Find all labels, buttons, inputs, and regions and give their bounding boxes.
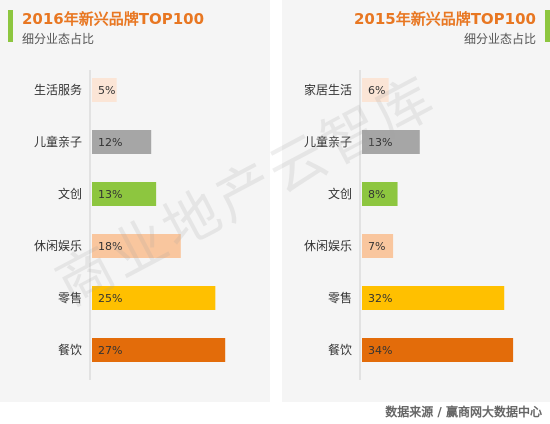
value-label: 6% [368,84,385,97]
bar-chart-2015: 家居生活 6% 儿童亲子 13% 文创 8% 休闲娱乐 7% 零售 32% 餐饮 34% [304,70,514,380]
value-label: 12% [98,136,122,149]
category-label: 生活服务 [34,82,82,97]
category-label: 零售 [58,290,82,305]
category-label: 零售 [328,290,352,305]
bar-2016-0 [92,78,117,102]
chart-panel-2015: 2015年新兴品牌TOP100 细分业态占比 家居生活 6% 儿童亲子 13% 文创 8%… [282,0,550,402]
category-label: 儿童亲子 [34,134,82,149]
chart-subtitle-2015: 细分业态占比 [463,32,536,46]
bar-2015-5 [362,338,514,362]
category-label: 文创 [328,186,352,201]
bar-2015-3 [362,234,394,258]
value-label: 32% [368,292,392,305]
value-label: 13% [368,136,392,149]
chart-title-2016: 2016年新兴品牌TOP100 [22,10,205,28]
category-label: 餐饮 [328,342,352,357]
value-label: 8% [368,188,385,201]
value-label: 34% [368,344,392,357]
category-label: 休闲娱乐 [304,239,352,253]
chart-title-2015: 2015年新兴品牌TOP100 [353,10,536,28]
chart-panel-2016: 2016年新兴品牌TOP100 细分业态占比 生活服务 5% 儿童亲子 12% 文创 13… [0,0,270,402]
category-label: 儿童亲子 [304,134,352,149]
value-label: 13% [98,188,122,201]
chart-subtitle-2016: 细分业态占比 [22,32,95,46]
bar-2016-4 [92,286,216,310]
title-accent-bar [8,10,13,42]
bar-2016-5 [92,338,226,362]
value-label: 18% [98,240,122,253]
value-label: 5% [98,84,115,97]
value-label: 27% [98,344,122,357]
bar-2015-1 [362,130,420,154]
category-label: 餐饮 [58,342,82,357]
category-label: 家居生活 [304,82,352,97]
value-label: 25% [98,292,122,305]
data-source: 数据来源 / 赢商网大数据中心 [385,405,542,419]
bar-2016-1 [92,130,152,154]
bar-2015-4 [362,286,505,310]
bar-2015-0 [362,78,389,102]
bar-2016-2 [92,182,157,206]
title-accent-bar [545,10,550,42]
value-label: 7% [368,240,385,253]
category-label: 文创 [58,186,82,201]
bar-chart-2016: 生活服务 5% 儿童亲子 12% 文创 13% 休闲娱乐 18% 零售 25% 餐饮 27% [34,70,226,380]
category-label: 休闲娱乐 [34,239,82,253]
bar-2015-2 [362,182,398,206]
bar-2016-3 [92,234,181,258]
